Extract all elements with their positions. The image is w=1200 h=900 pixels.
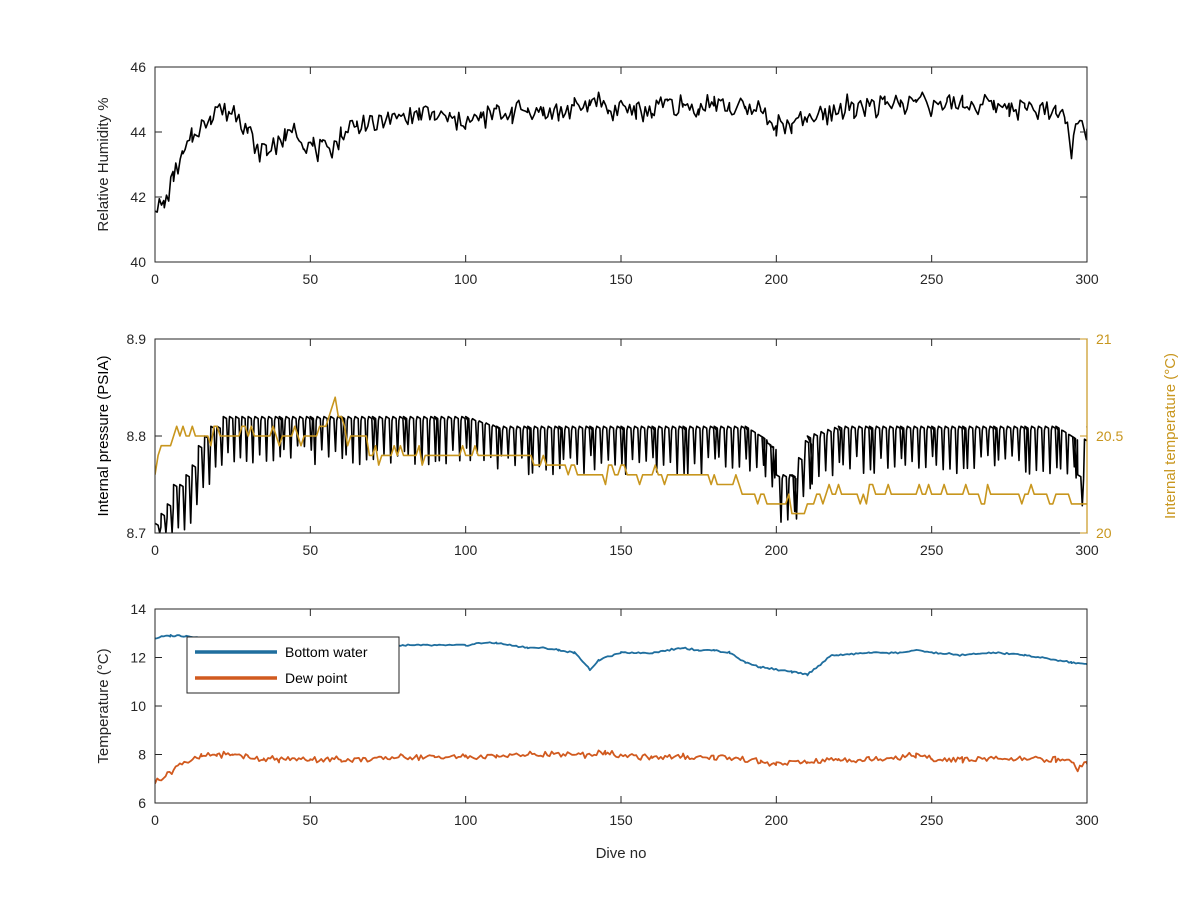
series-line-left-axis — [155, 415, 1087, 533]
x-tick-label: 300 — [1075, 271, 1099, 287]
y-tick-label: 40 — [130, 254, 146, 270]
y-tick-label: 8.7 — [127, 525, 147, 541]
y-right-tick-label: 21 — [1096, 331, 1112, 347]
y-tick-label: 46 — [130, 59, 146, 75]
x-tick-label: 200 — [765, 542, 789, 558]
y-tick-label: 42 — [130, 189, 146, 205]
y-tick-label: 8.9 — [127, 331, 147, 347]
y-right-tick-label: 20.5 — [1096, 428, 1123, 444]
x-tick-label: 100 — [454, 271, 478, 287]
y-right-tick-label: 20 — [1096, 525, 1112, 541]
y-tick-label: 8 — [138, 747, 146, 763]
y-axis-label: Relative Humidity % — [95, 97, 112, 231]
x-tick-label: 250 — [920, 271, 944, 287]
y-right-axis-label: Internal temperature (°C) — [1162, 353, 1179, 519]
y-tick-label: 8.8 — [127, 428, 147, 444]
series-line-left-axis — [155, 91, 1087, 213]
x-tick-label: 50 — [303, 542, 319, 558]
y-tick-label: 12 — [130, 650, 146, 666]
y-axis-label: Internal pressure (PSIA) — [95, 356, 112, 517]
y-tick-label: 6 — [138, 795, 146, 811]
x-tick-label: 100 — [454, 542, 478, 558]
x-tick-label: 150 — [609, 542, 633, 558]
legend: Bottom water Dew point — [186, 636, 400, 694]
x-tick-label: 0 — [151, 812, 159, 828]
panel-2: 0 50 100 150 200 250 300 8.7 8.8 8.9 20 20.5 21 Inter… — [95, 331, 1179, 558]
x-tick-label: 0 — [151, 271, 159, 287]
plot-frame — [154, 66, 1088, 263]
y-tick-label: 14 — [130, 601, 146, 617]
x-tick-label: 300 — [1075, 812, 1099, 828]
panel-3: 0 50 100 150 200 250 300 6 8 10 12 14 Temperature (°… — [95, 601, 1099, 862]
legend-label: Dew point — [285, 670, 347, 686]
panel-1: 0 50 100 150 200 250 300 40 42 44 46 Relative Humid… — [95, 59, 1099, 287]
y-tick-label: 10 — [130, 698, 146, 714]
x-tick-label: 250 — [920, 812, 944, 828]
x-tick-label: 0 — [151, 542, 159, 558]
series-line-dew-point — [155, 749, 1087, 785]
x-tick-label: 150 — [609, 271, 633, 287]
x-tick-label: 100 — [454, 812, 478, 828]
y-axis-label: Temperature (°C) — [95, 648, 112, 763]
legend-label: Bottom water — [285, 644, 368, 660]
x-tick-label: 50 — [303, 812, 319, 828]
y-tick-label: 44 — [130, 124, 146, 140]
x-tick-label: 300 — [1075, 542, 1099, 558]
x-tick-label: 150 — [609, 812, 633, 828]
series-line-right-axis — [155, 396, 1087, 515]
x-tick-label: 200 — [765, 271, 789, 287]
x-tick-label: 50 — [303, 271, 319, 287]
x-tick-label: 250 — [920, 542, 944, 558]
x-tick-label: 200 — [765, 812, 789, 828]
legend-box — [186, 636, 400, 694]
x-axis-label: Dive no — [596, 845, 647, 862]
